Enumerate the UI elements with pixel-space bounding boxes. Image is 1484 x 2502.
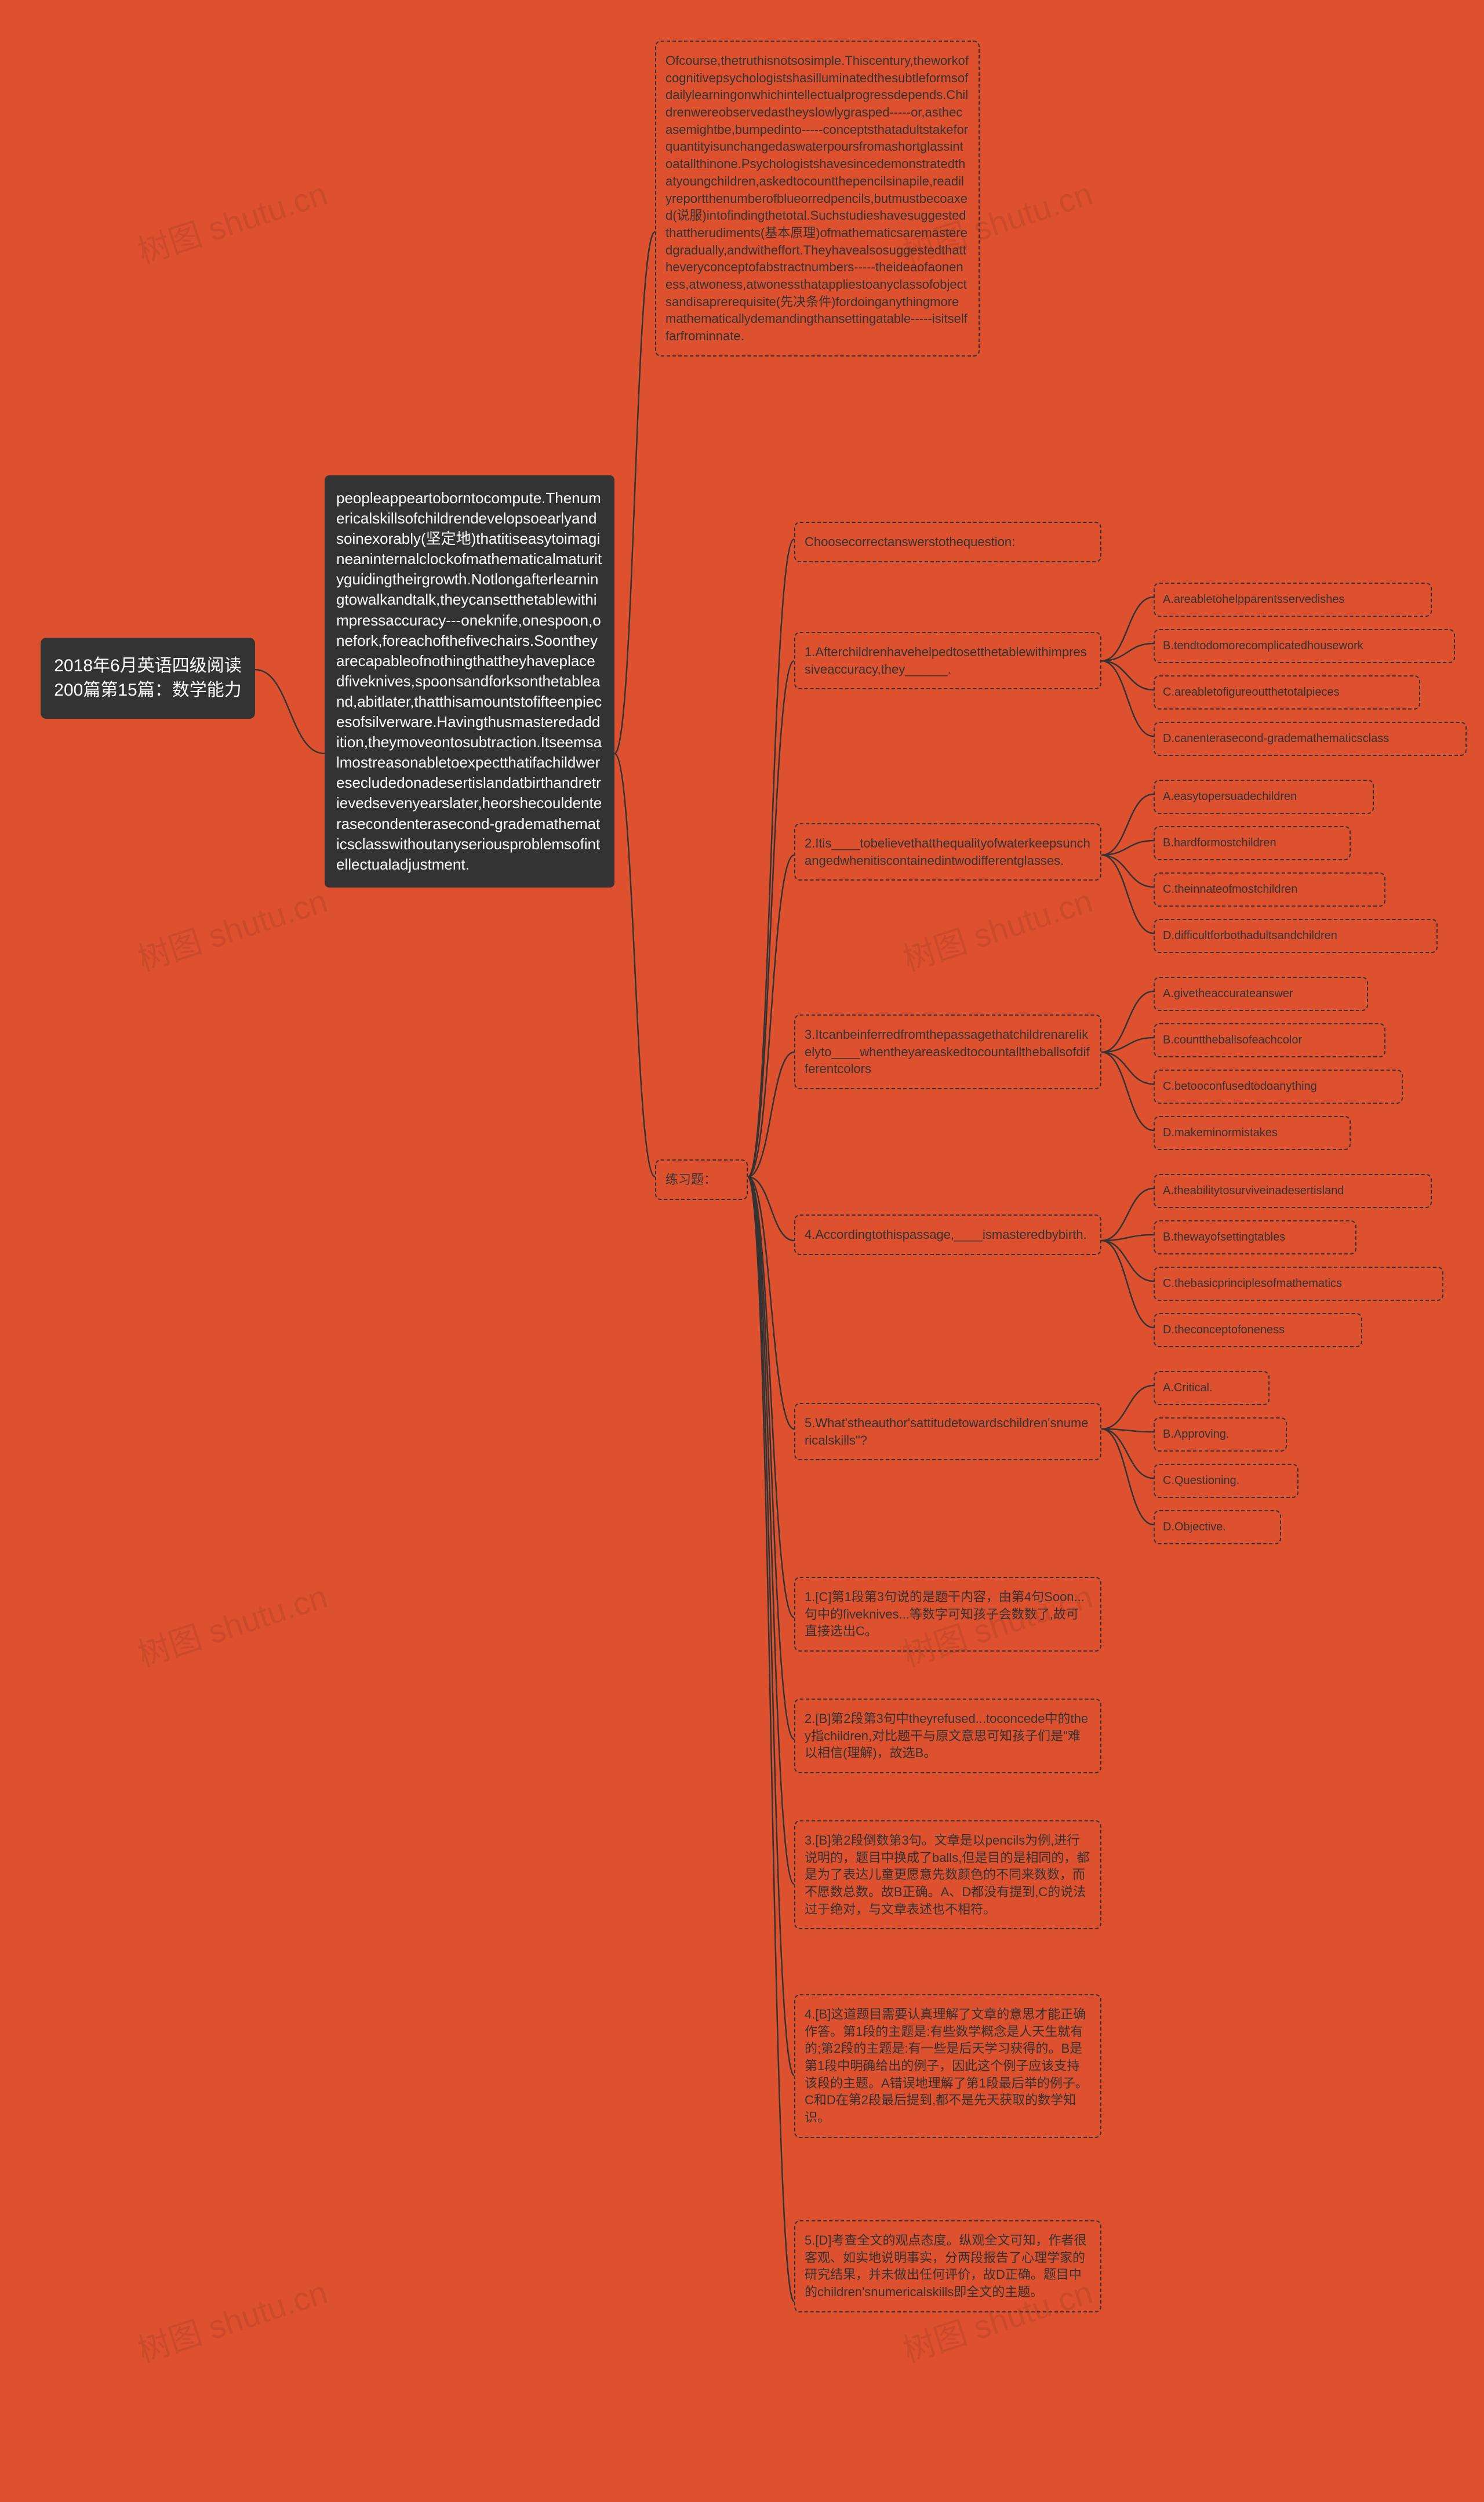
q1-opt-c-text: C.areabletofigureoutthetotalpieces — [1163, 686, 1340, 699]
watermark: 树图 shutu.cn — [896, 875, 1098, 981]
q3-opt-d-text: D.makeminormistakes — [1163, 1126, 1278, 1139]
q2-opt-d: D.difficultforbothadultsandchildren — [1154, 919, 1438, 953]
question-2: 2.Itis____tobelievethatthequalityofwater… — [794, 823, 1101, 881]
q2-opt-a: A.easytopersuadechildren — [1154, 780, 1374, 814]
root-node: 2018年6月英语四级阅读200篇第15篇：数学能力 — [41, 638, 255, 719]
choose-label: Choosecorrectanswerstothequestion: — [805, 534, 1015, 549]
passage1-node: peopleappeartoborntocompute.Thenumerical… — [325, 475, 614, 888]
q5-opt-d: D.Objective. — [1154, 1510, 1281, 1544]
question-3: 3.Itcanbeinferredfromthepassagethatchild… — [794, 1014, 1101, 1089]
q3-opt-c-text: C.betooconfusedtodoanything — [1163, 1080, 1317, 1093]
passage1-text: peopleappeartoborntocompute.Thenumerical… — [336, 489, 602, 873]
answer-4: 4.[B]这道题目需要认真理解了文章的意思才能正确作答。第1段的主题是:有些数学… — [794, 1994, 1101, 2138]
watermark: 树图 shutu.cn — [131, 1571, 333, 1677]
q5-opt-c: C.Questioning. — [1154, 1464, 1298, 1498]
choose-node: Choosecorrectanswerstothequestion: — [794, 522, 1101, 562]
exercise-node: 练习题： — [655, 1159, 748, 1200]
q2-opt-c-text: C.theinnateofmostchildren — [1163, 883, 1297, 896]
q1-opt-c: C.areabletofigureoutthetotalpieces — [1154, 675, 1420, 710]
answer-1-text: 1.[C]第1段第3句说的是题干内容，由第4句Soon...句中的fivekni… — [805, 1590, 1085, 1638]
q3-opt-a-text: A.givetheaccurateanswer — [1163, 987, 1293, 1000]
question-5: 5.What'stheauthor'sattitudetowardschildr… — [794, 1403, 1101, 1460]
q1-opt-d: D.canenterasecond-grademathematicsclass — [1154, 722, 1467, 756]
question-5-text: 5.What'stheauthor'sattitudetowardschildr… — [805, 1416, 1089, 1448]
q5-opt-a-text: A.Critical. — [1163, 1381, 1213, 1394]
answer-4-text: 4.[B]这道题目需要认真理解了文章的意思才能正确作答。第1段的主题是:有些数学… — [805, 2007, 1088, 2125]
q5-opt-b: B.Approving. — [1154, 1417, 1287, 1452]
exercise-label: 练习题： — [665, 1172, 716, 1187]
q5-opt-b-text: B.Approving. — [1163, 1428, 1230, 1441]
watermark: 树图 shutu.cn — [131, 2267, 333, 2372]
q1-opt-b-text: B.tendtodomorecomplicatedhousework — [1163, 639, 1363, 652]
q4-opt-a: A.theabilitytosurviveinadesertisland — [1154, 1174, 1432, 1208]
answer-5: 5.[D]考查全文的观点态度。纵观全文可知，作者很客观、如实地说明事实，分两段报… — [794, 2220, 1101, 2312]
watermark: 树图 shutu.cn — [131, 168, 333, 274]
question-4-text: 4.Accordingtothispassage,____ismasteredb… — [805, 1227, 1087, 1242]
q3-opt-b-text: B.counttheballsofeachcolor — [1163, 1034, 1302, 1046]
question-4: 4.Accordingtothispassage,____ismasteredb… — [794, 1214, 1101, 1255]
answer-3: 3.[B]第2段倒数第3句。文章是以pencils为例,进行说明的，题目中换成了… — [794, 1820, 1101, 1929]
q2-opt-d-text: D.difficultforbothadultsandchildren — [1163, 929, 1337, 942]
q4-opt-b-text: B.thewayofsettingtables — [1163, 1231, 1285, 1243]
question-1-text: 1.Afterchildrenhavehelpedtosetthetablewi… — [805, 645, 1087, 677]
q2-opt-a-text: A.easytopersuadechildren — [1163, 790, 1297, 803]
q2-opt-b-text: B.hardformostchildren — [1163, 837, 1276, 849]
question-2-text: 2.Itis____tobelievethatthequalityofwater… — [805, 836, 1090, 868]
q4-opt-a-text: A.theabilitytosurviveinadesertisland — [1163, 1184, 1344, 1197]
q5-opt-c-text: C.Questioning. — [1163, 1474, 1239, 1487]
root-title: 2018年6月英语四级阅读200篇第15篇：数学能力 — [54, 656, 241, 700]
watermark: 树图 shutu.cn — [131, 875, 333, 981]
answer-3-text: 3.[B]第2段倒数第3句。文章是以pencils为例,进行说明的，题目中换成了… — [805, 1833, 1089, 1916]
answer-1: 1.[C]第1段第3句说的是题干内容，由第4句Soon...句中的fivekni… — [794, 1577, 1101, 1652]
q3-opt-d: D.makeminormistakes — [1154, 1116, 1351, 1150]
answer-5-text: 5.[D]考查全文的观点态度。纵观全文可知，作者很客观、如实地说明事实，分两段报… — [805, 2233, 1086, 2299]
q5-opt-d-text: D.Objective. — [1163, 1521, 1226, 1533]
q4-opt-d-text: D.theconceptofoneness — [1163, 1323, 1285, 1336]
passage2-text: Ofcourse,thetruthisnotsosimple.Thiscentu… — [665, 53, 969, 343]
q3-opt-a: A.givetheaccurateanswer — [1154, 977, 1368, 1011]
question-1: 1.Afterchildrenhavehelpedtosetthetablewi… — [794, 632, 1101, 689]
answer-2: 2.[B]第2段第3句中theyrefused...toconcede中的the… — [794, 1699, 1101, 1773]
q1-opt-a-text: A.areabletohelpparentsservedishes — [1163, 593, 1345, 606]
q1-opt-a: A.areabletohelpparentsservedishes — [1154, 583, 1432, 617]
question-3-text: 3.Itcanbeinferredfromthepassagethatchild… — [805, 1027, 1090, 1076]
q3-opt-b: B.counttheballsofeachcolor — [1154, 1023, 1385, 1057]
q5-opt-a: A.Critical. — [1154, 1371, 1270, 1405]
answer-2-text: 2.[B]第2段第3句中theyrefused...toconcede中的the… — [805, 1711, 1088, 1760]
q1-opt-b: B.tendtodomorecomplicatedhousework — [1154, 629, 1455, 663]
q1-opt-d-text: D.canenterasecond-grademathematicsclass — [1163, 732, 1389, 745]
q4-opt-c: C.thebasicprinciplesofmathematics — [1154, 1267, 1443, 1301]
passage2-node: Ofcourse,thetruthisnotsosimple.Thiscentu… — [655, 41, 980, 357]
q4-opt-c-text: C.thebasicprinciplesofmathematics — [1163, 1277, 1342, 1290]
q2-opt-b: B.hardformostchildren — [1154, 826, 1351, 860]
q2-opt-c: C.theinnateofmostchildren — [1154, 872, 1385, 907]
q4-opt-b: B.thewayofsettingtables — [1154, 1220, 1356, 1254]
q4-opt-d: D.theconceptofoneness — [1154, 1313, 1362, 1347]
q3-opt-c: C.betooconfusedtodoanything — [1154, 1070, 1403, 1104]
